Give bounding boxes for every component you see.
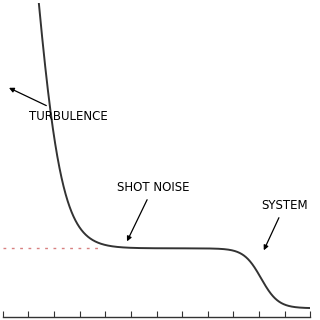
Text: SHOT NOISE: SHOT NOISE: [116, 181, 189, 240]
Text: SYSTEM: SYSTEM: [261, 199, 308, 249]
Text: TURBULENCE: TURBULENCE: [10, 88, 108, 123]
